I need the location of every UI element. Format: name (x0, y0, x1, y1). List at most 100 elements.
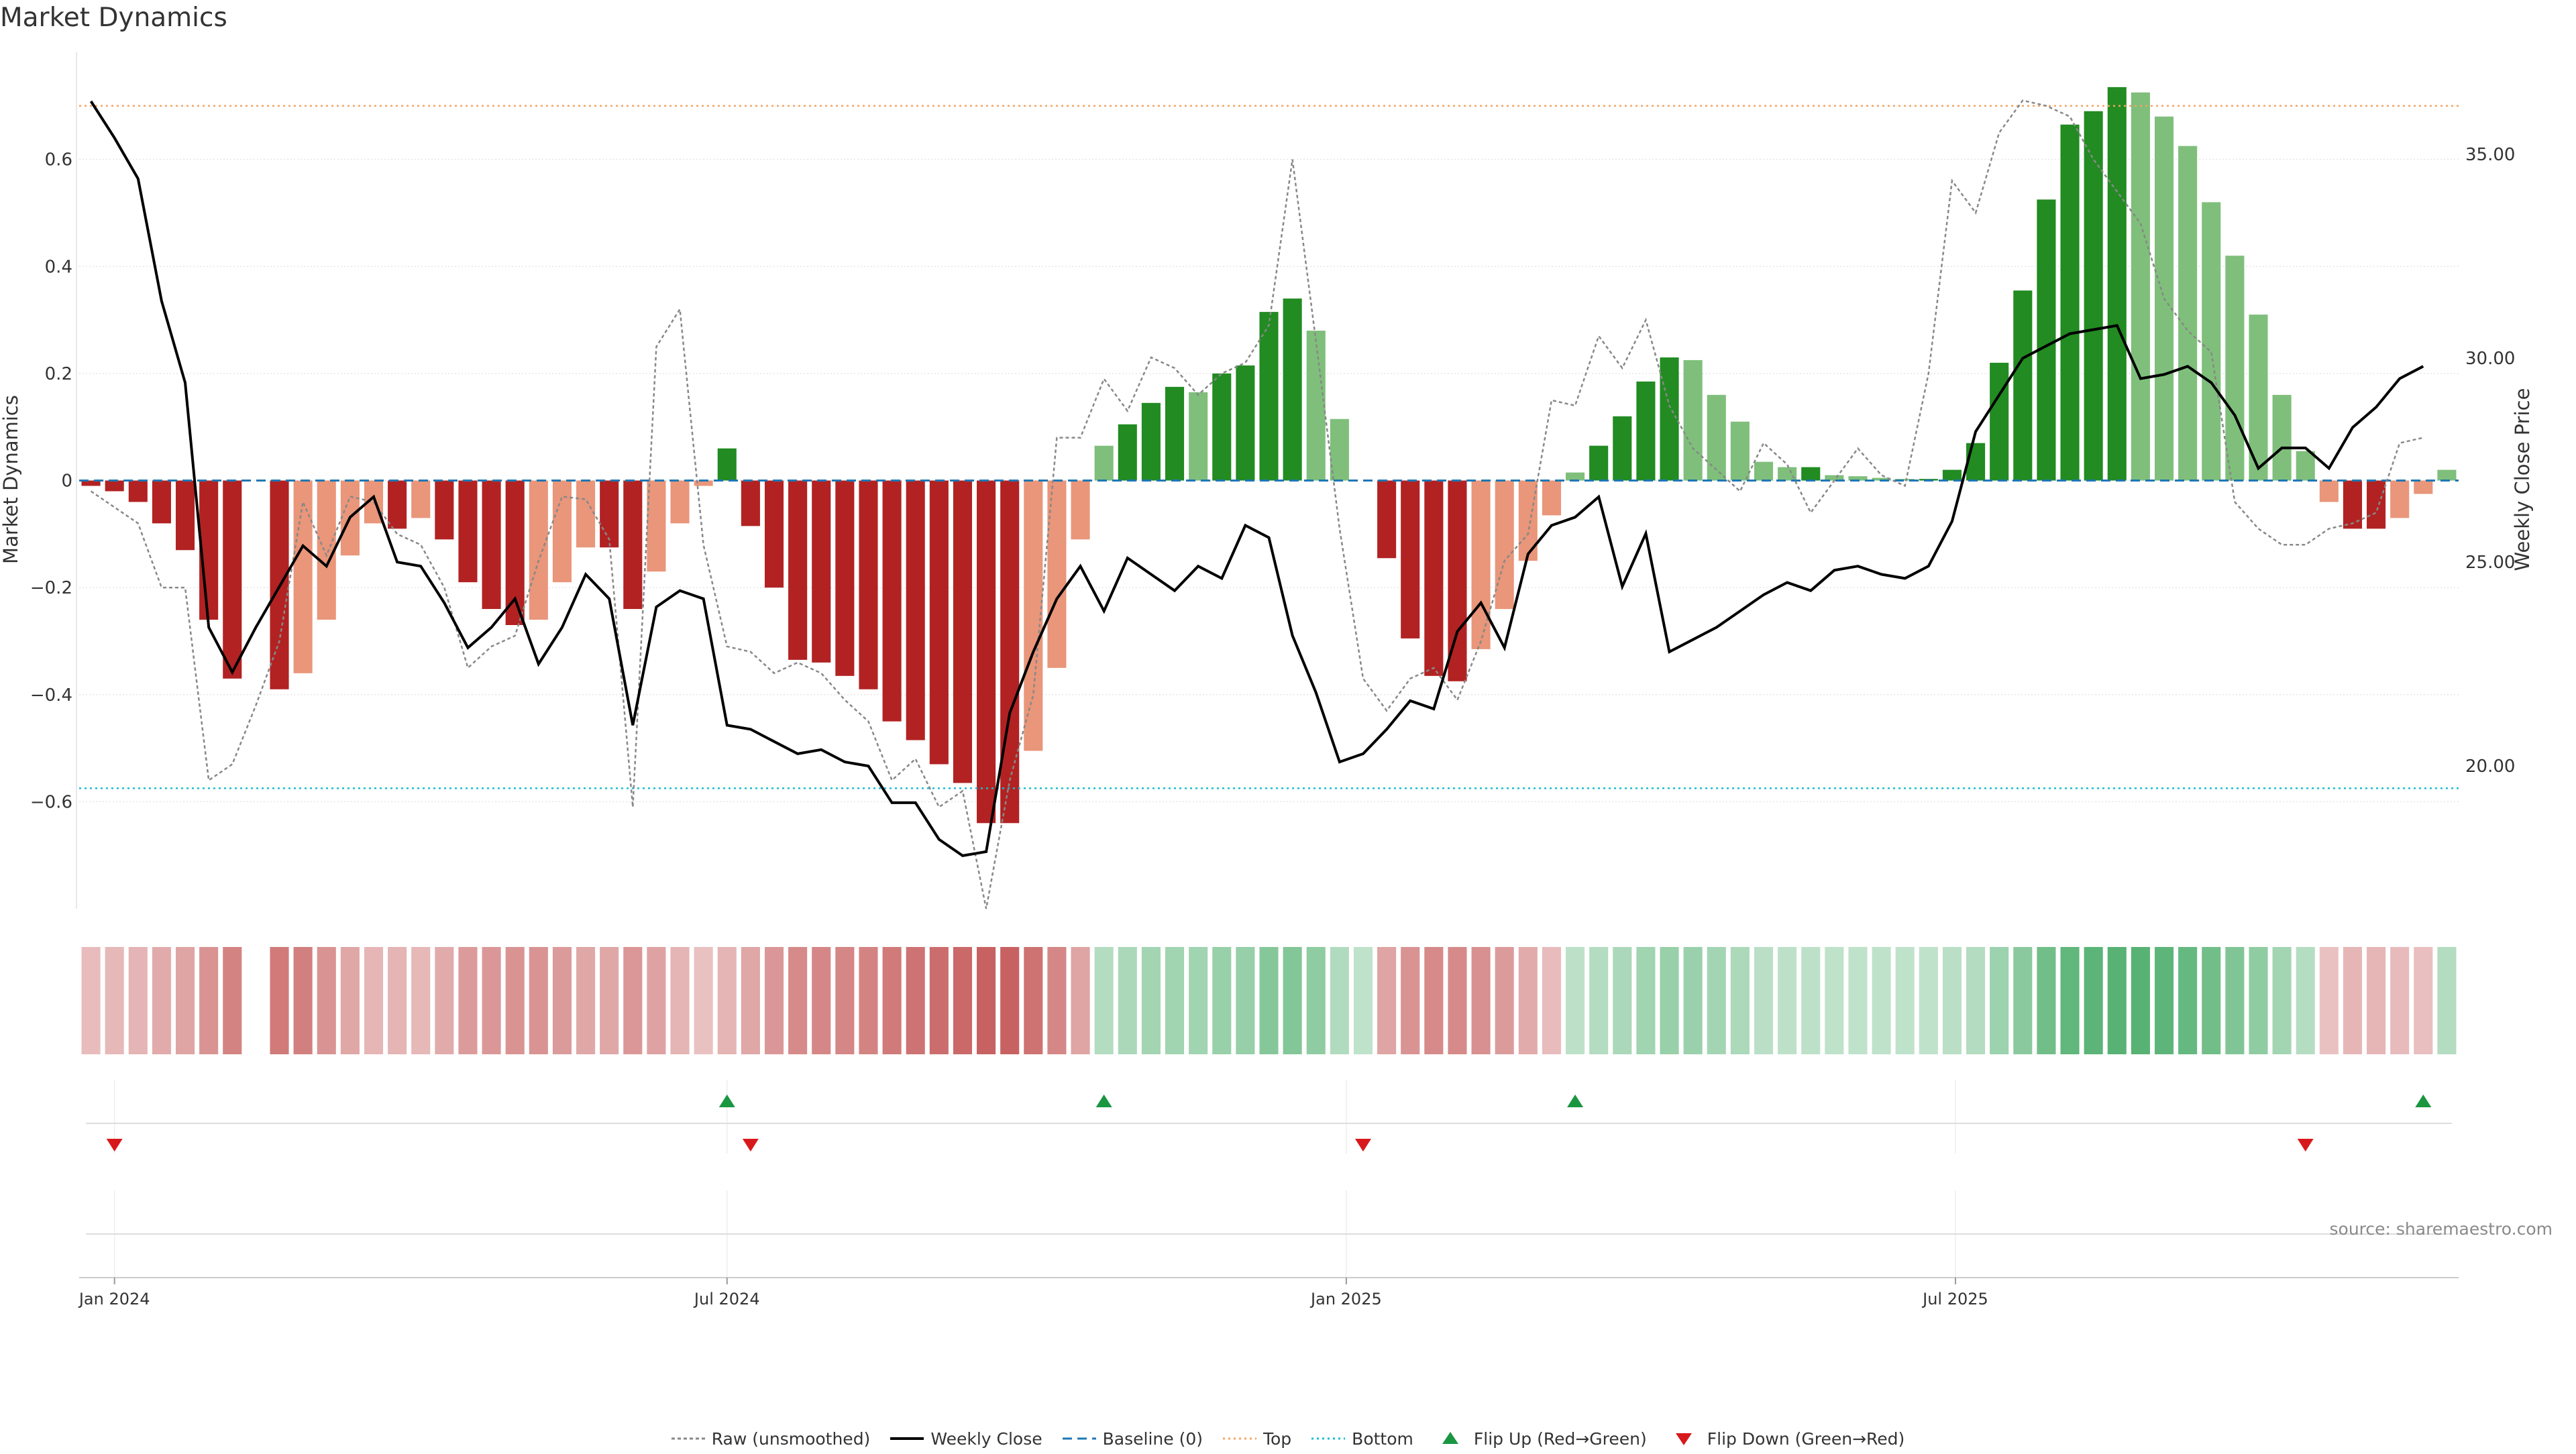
y2-axis-label: Weekly Close Price (2511, 388, 2534, 571)
dynamics-bar (2367, 480, 2386, 529)
strip-cell (1165, 947, 1185, 1054)
dynamics-bar (1565, 472, 1585, 481)
strip-cell (1518, 947, 1538, 1054)
market-dynamics-chart: −0.6 −0.4 −0.2 0 0.2 0.4 0.6 20.00 25.00 30.00 35.… (0, 52, 2534, 1308)
strip-cell (623, 947, 643, 1054)
strip-cell (2013, 947, 2033, 1054)
strip-cell (1283, 947, 1302, 1054)
strip-cell (1825, 947, 1844, 1054)
legend-item-top: Top (1222, 1429, 1291, 1449)
dynamics-bar (882, 480, 902, 722)
dynamics-bar (293, 480, 313, 673)
legend-item-raw: Raw (unsmoothed) (671, 1429, 870, 1449)
strip-cell (647, 947, 666, 1054)
flip-down-marker (106, 1139, 123, 1152)
strip-cell (1966, 947, 1986, 1054)
strip-cell (1401, 947, 1420, 1054)
strip-cell (1613, 947, 1632, 1054)
y-tick-label: 0.6 (45, 150, 72, 170)
strip-cell (1542, 947, 1561, 1054)
dynamics-bar (81, 480, 101, 486)
strip-cell (1212, 947, 1232, 1054)
flip-up-marker (2415, 1095, 2432, 1107)
dynamics-bar (2013, 290, 2033, 481)
dynamics-bar (576, 480, 596, 548)
strip-cell (2154, 947, 2174, 1054)
strip-cell (977, 947, 996, 1054)
dynamics-bar (2107, 87, 2127, 481)
dynamics-bar (1872, 478, 1891, 481)
legend-label: Baseline (0) (1102, 1429, 1203, 1449)
strip-cell (175, 947, 195, 1054)
dynamics-bar (1848, 476, 1868, 481)
y2-tick-label: 35.00 (2465, 145, 2515, 165)
line-layer (79, 99, 2459, 909)
dynamics-bar (2319, 480, 2339, 502)
x-tick-label: Jan 2025 (1309, 1290, 1382, 1308)
dynamics-bar (835, 480, 855, 676)
dynamics-bar (2414, 480, 2433, 494)
dynamics-bar (1778, 467, 1797, 481)
strip-cell (1589, 947, 1609, 1054)
dynamics-bar (953, 480, 973, 783)
dynamics-bar (2272, 394, 2292, 481)
dynamics-bar (977, 480, 996, 824)
strip-cell (2107, 947, 2127, 1054)
strip-cell (1071, 947, 1090, 1054)
strip-cell (81, 947, 101, 1054)
strip-cell (1000, 947, 1020, 1054)
strip-cell (293, 947, 313, 1054)
legend-swatch-bottom (1311, 1437, 1346, 1440)
y2-tick-label: 25.00 (2465, 553, 2515, 573)
dynamics-bar (1024, 480, 1043, 751)
strip-cell (1778, 947, 1797, 1054)
dynamics-bar (458, 480, 478, 583)
dynamics-bar (2202, 202, 2221, 481)
axis-layer: −0.6 −0.4 −0.2 0 0.2 0.4 0.6 20.00 25.00 30.00 35.… (30, 52, 2515, 909)
dynamics-bar (812, 480, 831, 663)
weekly-close-line (89, 100, 2424, 858)
dynamics-bar (2084, 111, 2103, 481)
legend-item-flipup: Flip Up (Red→Green) (1434, 1429, 1647, 1449)
strip-cell (435, 947, 454, 1054)
strip-cell (953, 947, 973, 1054)
strip-cell (906, 947, 925, 1054)
dynamics-bar (552, 480, 572, 583)
strip-cell (929, 947, 949, 1054)
y-tick-label: −0.2 (30, 578, 72, 598)
strip-cell (1448, 947, 1467, 1054)
strip-cell (1118, 947, 1137, 1054)
dynamics-bar (435, 480, 454, 540)
dynamics-bar (929, 480, 949, 765)
dynamics-bar (128, 480, 148, 502)
dynamics-bar (1707, 394, 1726, 481)
dynamics-bar (2037, 199, 2056, 481)
strip-cell (2437, 947, 2457, 1054)
dynamics-bar (2060, 124, 2080, 481)
dynamics-bar (1212, 373, 1232, 481)
legend-swatch-flipdown (1675, 1433, 1692, 1445)
strip-cell (1047, 947, 1067, 1054)
y-axis-label: Market Dynamics (0, 395, 22, 564)
dynamics-bar (623, 480, 643, 610)
y-tick-label: 0 (61, 471, 72, 492)
strip-cell (1801, 947, 1821, 1054)
dynamics-bar (1000, 480, 1020, 824)
dynamics-bar (1589, 445, 1609, 481)
dynamics-bar (1330, 418, 1349, 481)
dynamics-bar (1471, 480, 1491, 649)
strip-cell (1236, 947, 1255, 1054)
dynamics-bar (717, 448, 737, 481)
dynamics-bar (1542, 480, 1561, 516)
strip-cell (1471, 947, 1491, 1054)
dynamics-bar (1613, 416, 1632, 481)
strip-cell (2037, 947, 2056, 1054)
dynamics-bar (1306, 331, 1326, 481)
flip-up-marker (718, 1095, 735, 1107)
flip-down-marker (1354, 1139, 1371, 1152)
strip-cell (1565, 947, 1585, 1054)
dynamics-bar (2390, 480, 2410, 518)
dynamics-bar (647, 480, 666, 572)
strip-cell (1377, 947, 1397, 1054)
strip-cell (764, 947, 784, 1054)
